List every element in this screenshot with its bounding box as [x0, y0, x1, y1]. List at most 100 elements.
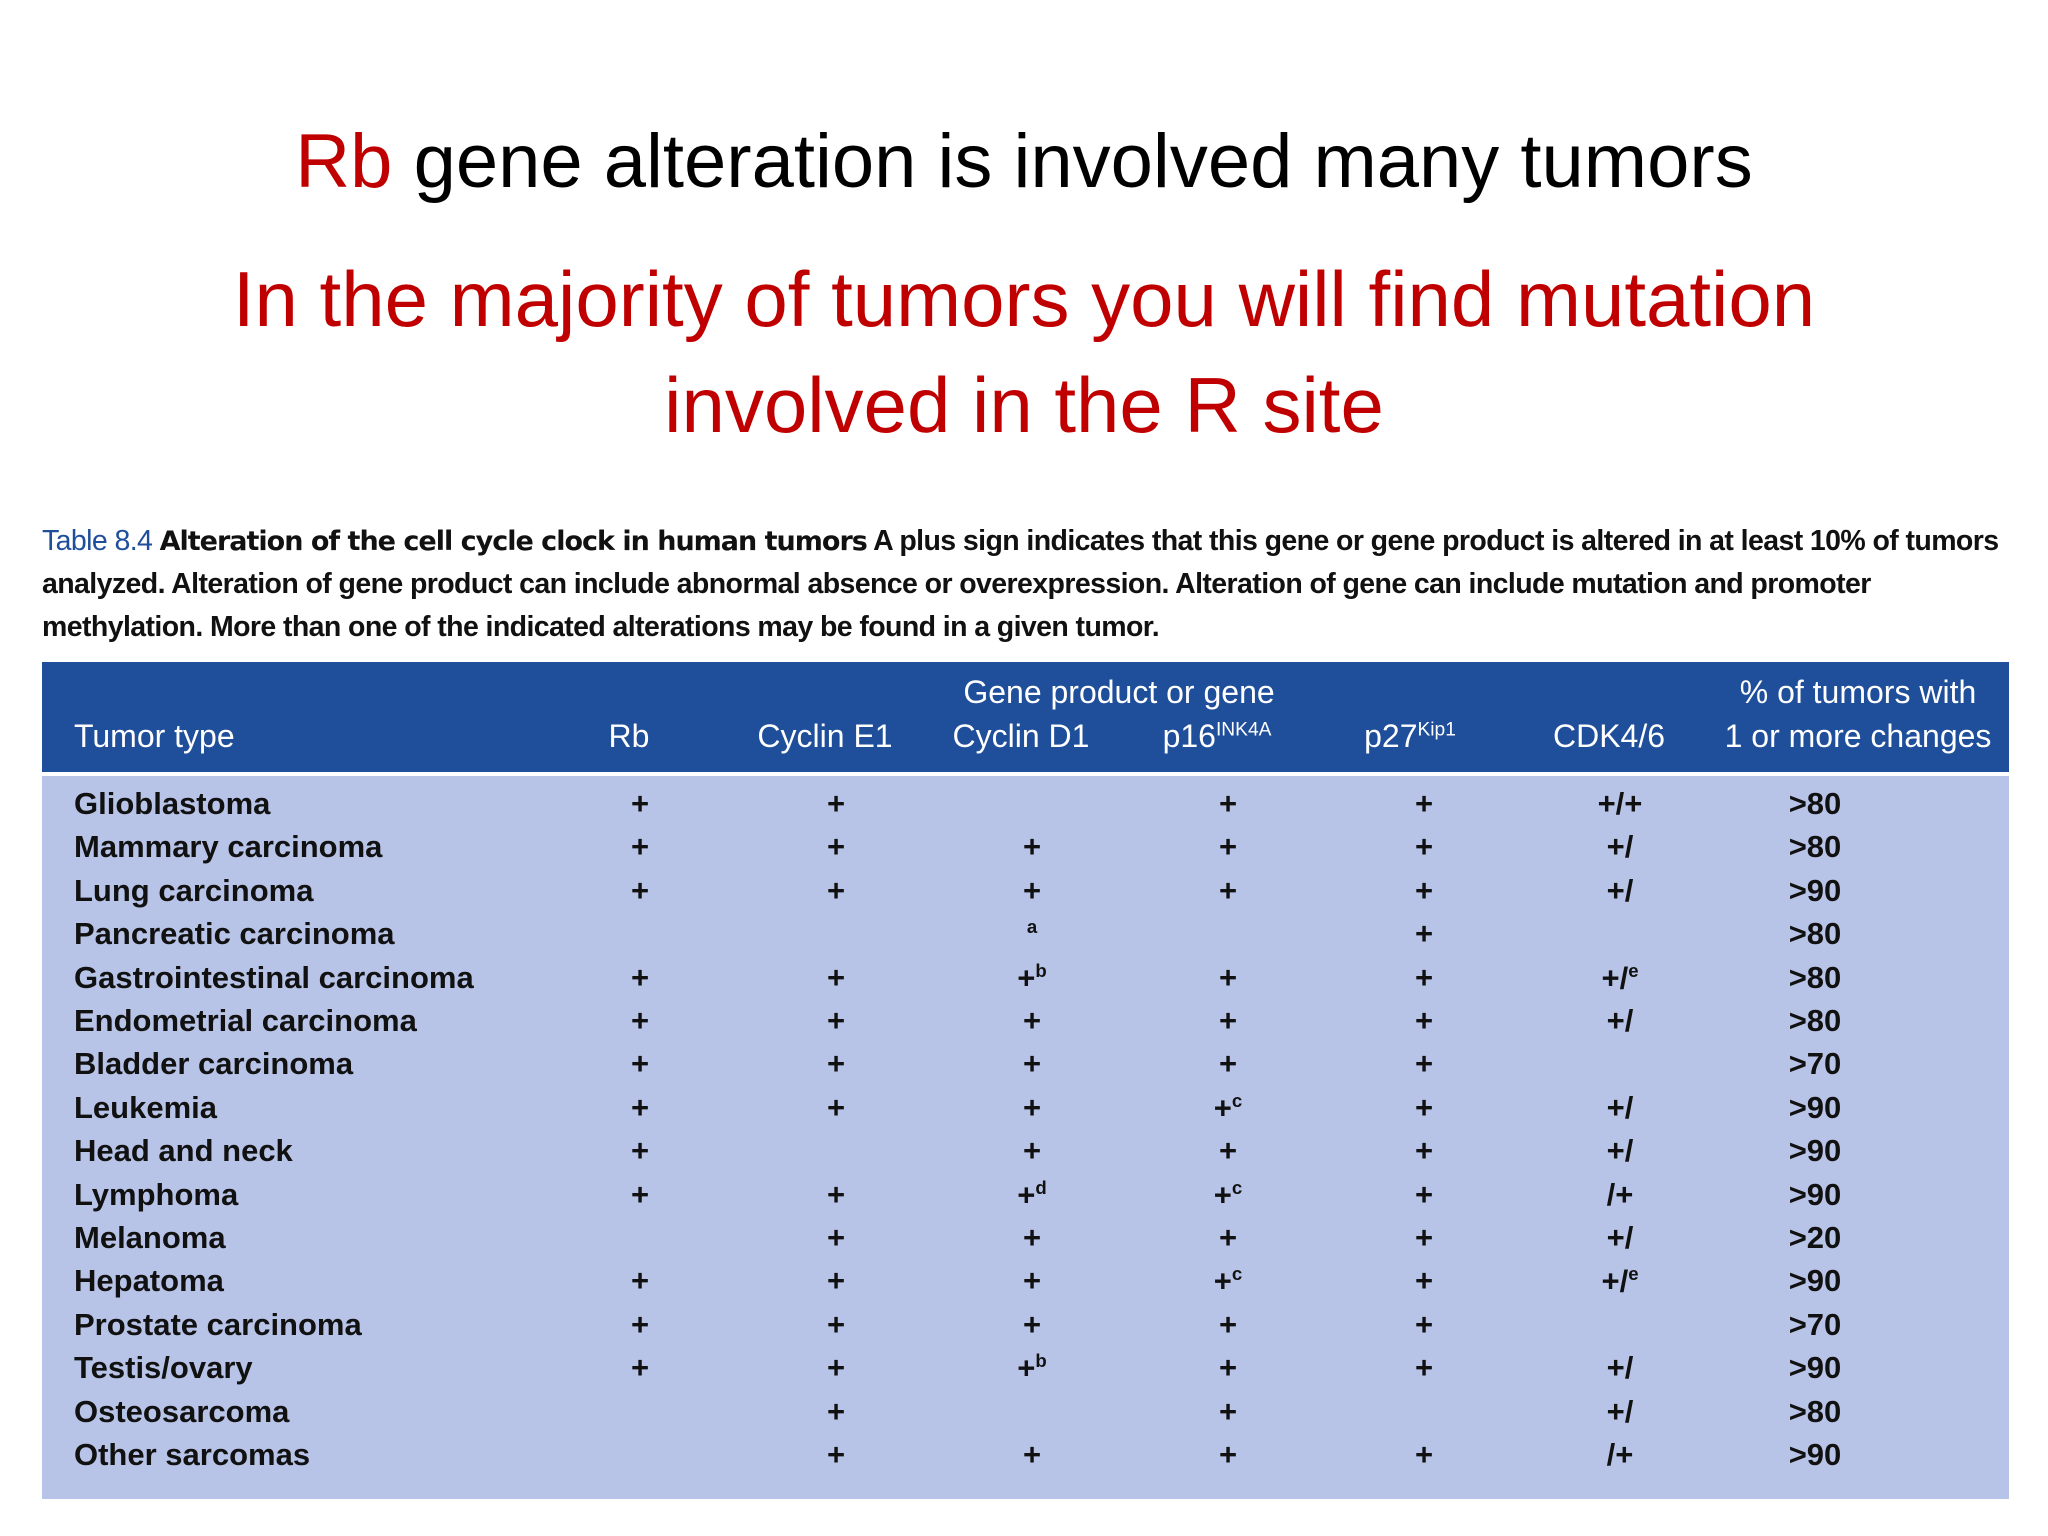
table-cell: + — [1218, 1437, 1238, 1472]
tumor-type: Glioblastoma — [74, 786, 271, 821]
table-cell: + — [826, 1393, 846, 1429]
table-cell: + — [826, 872, 846, 908]
tumor-type: Bladder carcinoma — [74, 1046, 354, 1082]
table-cell: + — [630, 1089, 650, 1125]
table-cell: + — [1218, 959, 1238, 995]
table-cell: >80 — [1788, 1003, 1842, 1038]
tumor-type: Osteosarcoma — [74, 1393, 290, 1429]
table-cell: + — [1022, 1220, 1042, 1255]
cell-superscript: e — [1628, 1263, 1639, 1285]
table-cell: /+ — [1606, 1176, 1634, 1212]
cell-text: + — [1017, 959, 1036, 995]
table-cell: + — [630, 872, 650, 908]
table-cell: + — [630, 1046, 650, 1082]
column-header-line: 1 or more changes — [1724, 718, 1992, 754]
table-cell: +/e — [1520, 960, 1720, 996]
table-cell: + — [1218, 1046, 1238, 1082]
caption-heading: Alteration of the cell cycle clock in hu… — [159, 526, 868, 557]
table-cell: + — [1022, 872, 1042, 908]
cell-superscript: c — [1231, 1176, 1243, 1198]
table-caption: Table 8.4 Alteration of the cell cycle c… — [42, 520, 2012, 649]
group-header: Gene product or gene — [963, 674, 1275, 710]
table-cell: +/ — [1606, 872, 1634, 908]
table-cell: +/ — [1606, 1393, 1634, 1429]
table-cell: +/ — [1606, 1133, 1634, 1169]
caption-label: Table 8.4 — [42, 525, 153, 557]
title-rest: gene alteration is involved many tumors — [413, 119, 1753, 204]
tumor-type: Lymphoma — [74, 1176, 239, 1212]
table-cell: + — [1022, 1437, 1042, 1472]
table-cell: >20 — [1788, 1220, 1842, 1255]
table-cell: +/e — [1520, 1263, 1720, 1299]
column-header-line: % of tumors with — [1739, 674, 1977, 710]
table-cell: >90 — [1788, 872, 1842, 908]
table-cell: + — [630, 1003, 650, 1038]
table-cell: + — [1414, 1220, 1434, 1255]
table-cell: + — [1414, 1089, 1434, 1125]
column-header: p27Kip1 — [1260, 718, 1560, 755]
table-cell: + — [1414, 916, 1434, 952]
cell-superscript: a — [1026, 916, 1038, 938]
table-cell: +/ — [1606, 1089, 1634, 1125]
header-superscript: Kip1 — [1417, 719, 1456, 741]
tumor-type: Other sarcomas — [74, 1437, 311, 1472]
cell-superscript: c — [1231, 1263, 1243, 1285]
table-cell: +c — [1128, 1177, 1328, 1213]
table-cell: + — [1218, 1003, 1238, 1038]
table-cell: >80 — [1788, 916, 1842, 952]
table-cell: +c — [1128, 1090, 1328, 1126]
table-cell: + — [630, 1306, 650, 1342]
cell-text: + — [1017, 1176, 1036, 1212]
cell-text: +/ — [1601, 959, 1629, 995]
table-cell: + — [826, 1263, 846, 1299]
table-cell: + — [1414, 1133, 1434, 1169]
table-cell: + — [1218, 1220, 1238, 1255]
title-highlight: Rb — [295, 119, 393, 204]
column-header: CDK4/6 — [1552, 718, 1666, 754]
table-cell: + — [1022, 829, 1042, 865]
table-cell: >90 — [1788, 1176, 1842, 1212]
caption-text: A plus sign indicates that this gene or … — [42, 525, 1999, 643]
table-cell: + — [826, 1003, 846, 1038]
table-cell: + — [630, 1263, 650, 1299]
cell-text: + — [1213, 1090, 1232, 1126]
header-text: p16 — [1162, 718, 1216, 754]
table-cell: + — [826, 1350, 846, 1386]
table-cell: + — [826, 959, 846, 995]
table-cell: + — [826, 786, 846, 821]
table-cell: /+ — [1606, 1437, 1634, 1472]
table-cell: + — [1218, 1393, 1238, 1429]
table-cell: + — [1414, 1437, 1434, 1472]
table-cell: +d — [932, 1177, 1132, 1213]
table-cell: + — [826, 1089, 846, 1125]
table-cell: + — [1414, 959, 1434, 995]
table-cell: + — [1218, 1133, 1238, 1169]
cell-superscript: b — [1035, 959, 1047, 981]
table-cell: + — [826, 829, 846, 865]
table-cell: + — [826, 1176, 846, 1212]
table-cell: + — [1218, 1350, 1238, 1386]
table-cell: a — [932, 916, 1132, 952]
tumor-type: Endometrial carcinoma — [74, 1003, 417, 1038]
slide-title: Rb gene alteration is involved many tumo… — [0, 118, 2048, 205]
column-header: Cyclin E1 — [757, 718, 893, 754]
table-cell: + — [1022, 1003, 1042, 1038]
header-text: p27 — [1364, 718, 1418, 754]
table-cell: + — [630, 829, 650, 865]
table-cell: +/ — [1606, 1350, 1634, 1386]
table-cell: + — [1218, 872, 1238, 908]
table-cell: + — [1414, 1003, 1434, 1038]
table-cell: +/+ — [1597, 786, 1643, 821]
table-cell: +b — [932, 960, 1132, 996]
table-cell: + — [630, 1133, 650, 1169]
table: Gene product or gene Tumor type Rb Cyclin E… — [42, 662, 2009, 1499]
table-cell: + — [826, 1046, 846, 1082]
table-cell: >90 — [1788, 1133, 1842, 1169]
table-cell: +/ — [1606, 1003, 1634, 1038]
tumor-type: Hepatoma — [74, 1263, 224, 1299]
cell-superscript: d — [1035, 1176, 1047, 1198]
column-header: Cyclin D1 — [952, 718, 1090, 754]
tumor-type: Testis/ovary — [74, 1350, 253, 1386]
table-cell: + — [1022, 1089, 1042, 1125]
cell-text: + — [1213, 1176, 1232, 1212]
